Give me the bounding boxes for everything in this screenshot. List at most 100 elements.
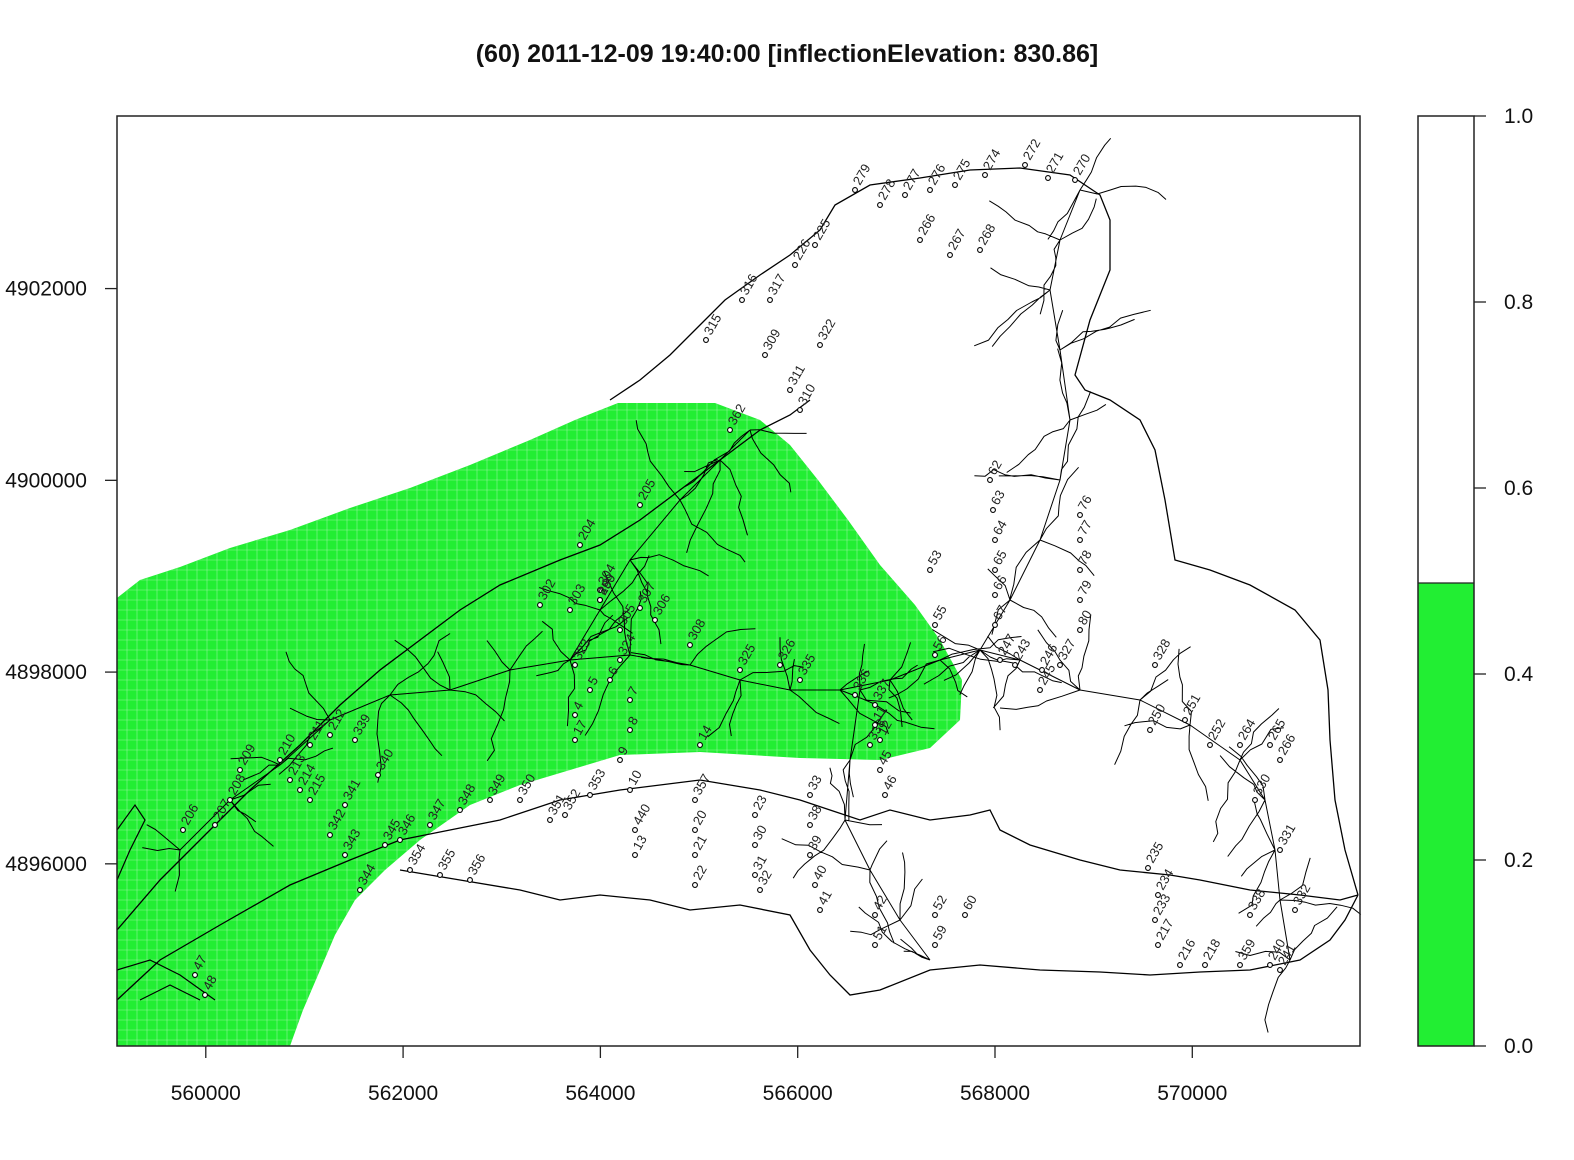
- watershed-upper: [609, 167, 1359, 896]
- station-20: 20: [690, 807, 710, 833]
- station-label: 67: [990, 602, 1010, 622]
- station-marker: [627, 787, 633, 793]
- station-marker: [1182, 717, 1188, 723]
- station-label: 76: [1075, 492, 1095, 512]
- station-marker: [692, 827, 698, 833]
- station-label: 42: [870, 892, 890, 912]
- station-marker: [572, 737, 578, 743]
- station-marker: [617, 757, 623, 763]
- station-label: 78: [1075, 547, 1095, 567]
- station-marker: [637, 605, 643, 611]
- station-440: 440: [630, 801, 653, 833]
- station-235: 235: [1143, 839, 1167, 871]
- station-31: 31: [750, 852, 770, 878]
- colorbar-tick-label: 0.8: [1504, 291, 1533, 314]
- station-label: 56: [930, 632, 950, 652]
- station-marker: [947, 252, 953, 258]
- station-32: 32: [755, 867, 775, 893]
- station-13: 13: [630, 832, 650, 858]
- station-marker: [797, 677, 803, 683]
- station-label: 40: [810, 862, 830, 882]
- station-216: 216: [1175, 936, 1199, 968]
- station-331: 331: [1275, 821, 1299, 853]
- station-marker: [752, 812, 758, 818]
- station-marker: [537, 602, 543, 608]
- station-label: 235: [1143, 839, 1167, 865]
- station-marker: [952, 182, 958, 188]
- station-marker: [932, 942, 938, 948]
- station-marker: [327, 732, 333, 738]
- station-marker: [617, 627, 623, 633]
- station-marker: [687, 642, 693, 648]
- station-30: 30: [750, 822, 770, 848]
- colorbar-fill: [1418, 583, 1474, 1046]
- station-label: 279: [850, 161, 874, 187]
- station-245: 245: [1035, 661, 1059, 693]
- station-marker: [427, 822, 433, 828]
- station-marker: [1077, 512, 1083, 518]
- station-marker: [872, 722, 878, 728]
- colorbar-tick-label: 1.0: [1504, 105, 1533, 128]
- station-marker: [882, 792, 888, 798]
- station-marker: [992, 622, 998, 628]
- station-label: 233: [1150, 891, 1174, 917]
- station-label: 66: [990, 572, 1010, 592]
- colorbar-tick-label: 0.4: [1504, 663, 1534, 686]
- x-tick-label: 564000: [565, 1082, 635, 1105]
- station-67: 67: [990, 602, 1010, 628]
- station-17: 17: [570, 717, 590, 743]
- station-309: 309: [760, 326, 784, 358]
- station-marker: [1247, 912, 1253, 918]
- station-marker: [877, 202, 883, 208]
- station-marker: [877, 737, 883, 743]
- station-label: 30: [750, 822, 770, 842]
- station-76: 76: [1075, 492, 1095, 518]
- station-marker: [1207, 742, 1213, 748]
- station-41: 41: [815, 887, 835, 913]
- station-marker: [1152, 662, 1158, 668]
- watershed-west: [116, 399, 811, 931]
- station-label: 17: [570, 717, 590, 737]
- station-label: 266: [915, 211, 939, 237]
- station-marker: [1237, 962, 1243, 968]
- station-marker: [342, 802, 348, 808]
- y-axis: 4902000 4900000 4898000 4896000: [5, 278, 117, 876]
- station-251: 251: [1180, 691, 1203, 723]
- station-label: 218: [1200, 936, 1224, 962]
- station-12: 12: [875, 717, 895, 743]
- y-tick-label: 4900000: [5, 469, 87, 492]
- station-marker: [1252, 797, 1258, 803]
- station-79: 79: [1075, 577, 1095, 603]
- station-328: 328: [1150, 636, 1173, 668]
- station-label: 331: [1275, 821, 1299, 847]
- station-marker: [407, 867, 413, 873]
- station-label: 216: [1175, 936, 1199, 962]
- station-label: 245: [1035, 661, 1059, 687]
- watershed-lower: [399, 869, 1359, 996]
- station-316: 316: [737, 271, 760, 303]
- station-42: 42: [870, 892, 890, 918]
- station-14: 14: [695, 722, 715, 748]
- station-label: 252: [1205, 716, 1229, 742]
- station-marker: [627, 697, 633, 703]
- station-357: 357: [690, 771, 713, 803]
- station-label: 45: [875, 747, 895, 767]
- station-marker: [467, 877, 473, 883]
- colorbar-tick-label: 0.6: [1504, 477, 1533, 500]
- station-268: 268: [975, 221, 998, 253]
- station-marker: [437, 872, 443, 878]
- station-marker: [737, 667, 743, 673]
- station-marker: [237, 767, 243, 773]
- station-marker: [297, 787, 303, 793]
- plot-frame: [116, 115, 1361, 1047]
- station-label: 33: [805, 772, 825, 792]
- station-marker: [307, 742, 313, 748]
- station-marker: [787, 387, 793, 393]
- station-marker: [1237, 742, 1243, 748]
- station-marker: [917, 237, 923, 243]
- station-label: 309: [760, 326, 784, 352]
- station-355: 355: [435, 846, 458, 878]
- station-55: 55: [930, 602, 950, 628]
- station-21: 21: [690, 832, 710, 858]
- station-marker: [872, 702, 878, 708]
